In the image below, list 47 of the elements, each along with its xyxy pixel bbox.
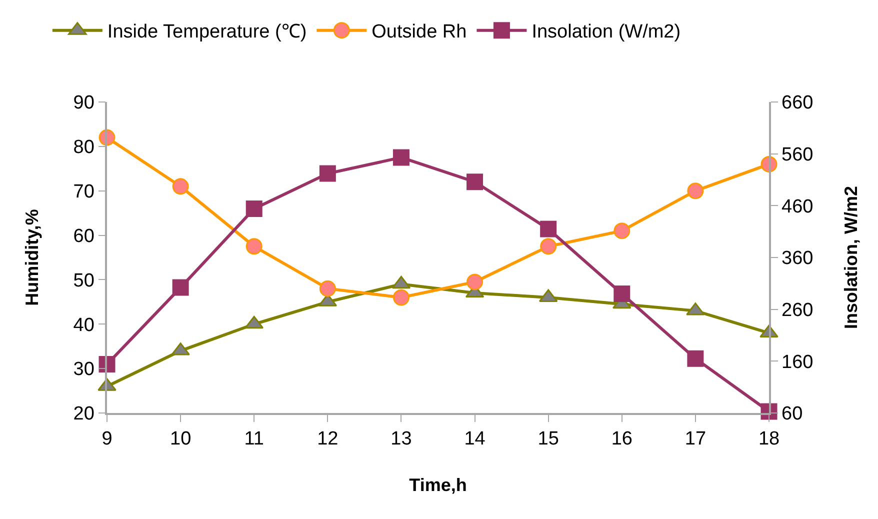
- point: [540, 220, 557, 238]
- legend-label: Inside Temperature (℃): [107, 22, 307, 43]
- y2-tick-label: 160: [782, 352, 814, 373]
- y-tick-label: 30: [73, 359, 94, 380]
- y2-tick-label: 560: [782, 144, 814, 166]
- x-tick-label: 16: [611, 428, 632, 450]
- x-tick-label: 14: [464, 428, 486, 450]
- y-tick-label: 60: [73, 226, 94, 247]
- point: [466, 174, 484, 190]
- y-axis-title: Humidity,%: [22, 209, 42, 306]
- y-tick-label: 70: [73, 182, 94, 203]
- point: [319, 280, 336, 297]
- y-tick-label: 50: [73, 270, 94, 292]
- x-tick-label: 12: [317, 428, 338, 450]
- point: [392, 289, 410, 306]
- point: [246, 238, 262, 255]
- y2-tick-label: 460: [782, 196, 814, 218]
- point: [687, 350, 704, 367]
- point: [172, 279, 189, 296]
- y2-tick-label: 60: [782, 404, 803, 425]
- y2-axis-title: Insolation, W/m2: [840, 186, 861, 330]
- point: [614, 286, 630, 302]
- y-tick-label: 20: [73, 404, 94, 425]
- x-tick-label: 9: [102, 428, 112, 450]
- x-tick-label: 11: [244, 428, 264, 450]
- x-tick-label: 18: [758, 428, 780, 450]
- point: [319, 165, 336, 182]
- point: [466, 274, 484, 290]
- y2-tick-label: 660: [782, 92, 814, 114]
- point: [172, 178, 189, 195]
- y-tick-label: 80: [73, 137, 94, 158]
- point: [540, 238, 557, 255]
- legend-label: Insolation (W/m2): [532, 22, 681, 43]
- legend-label: Outside Rh: [372, 22, 467, 43]
- y-tick-label: 40: [73, 314, 94, 336]
- x-axis-title: Time,h: [409, 475, 467, 496]
- point: [392, 149, 410, 166]
- y2-tick-label: 360: [782, 248, 814, 270]
- point: [687, 182, 704, 200]
- y-tick-label: 90: [73, 92, 94, 114]
- x-tick-label: 17: [684, 428, 706, 450]
- x-tick-label: 13: [390, 428, 412, 450]
- y2-tick-label: 260: [782, 300, 814, 321]
- point: [614, 222, 630, 240]
- x-tick-label: 15: [538, 428, 559, 450]
- x-tick-label: 10: [170, 428, 192, 450]
- point: [246, 200, 262, 218]
